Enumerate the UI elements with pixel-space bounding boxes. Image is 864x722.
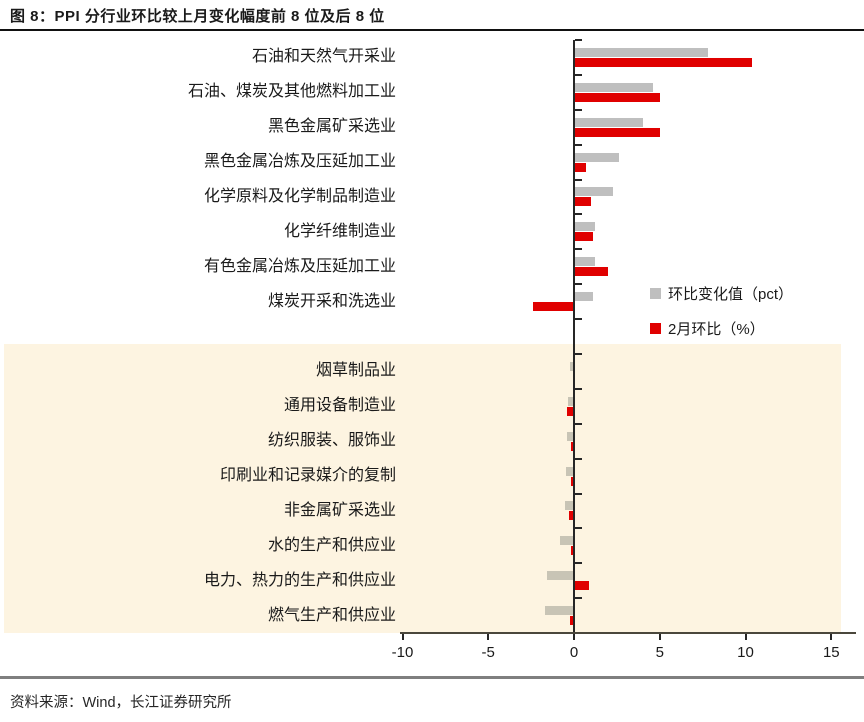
bar-feb-mom — [568, 511, 574, 521]
category-label: 电力、热力的生产和供应业 — [203, 571, 396, 589]
y-axis-tick — [575, 178, 582, 181]
bar-mom-change-value — [566, 466, 574, 476]
y-axis-tick — [575, 422, 582, 425]
bar-feb-mom — [570, 476, 574, 486]
y-axis-line — [573, 40, 575, 633]
bar-feb-mom — [532, 302, 574, 312]
x-axis-tick — [487, 634, 490, 640]
category-label: 黑色金属矿采选业 — [267, 118, 396, 136]
bar-feb-mom — [574, 581, 590, 591]
bar-feb-mom — [570, 546, 574, 556]
category-label: 煤炭开采和洗选业 — [267, 292, 396, 310]
y-axis-tick — [575, 562, 582, 565]
bar-mom-change-value — [574, 257, 595, 267]
category-label: 石油和天然气开采业 — [251, 48, 396, 66]
y-axis-tick — [575, 457, 582, 460]
x-axis-tick — [744, 634, 747, 640]
source-note: 资料来源：Wind，长江证券研究所 — [10, 695, 232, 711]
legend-item-feb-mom: 2月环比（%） — [650, 318, 793, 338]
category-label: 化学纤维制造业 — [283, 222, 396, 240]
y-axis-tick — [575, 39, 582, 41]
bar-feb-mom — [574, 127, 660, 137]
bar-feb-mom — [574, 232, 593, 242]
category-label: 石油、煤炭及其他燃料加工业 — [187, 83, 396, 101]
bar-mom-change-value — [560, 536, 574, 546]
bar-feb-mom — [574, 267, 609, 277]
bar-mom-change-value — [544, 606, 574, 616]
chart-title: 图 8：PPI 分行业环比较上月变化幅度前 8 位及后 8 位 — [10, 8, 385, 25]
bar-mom-change-value — [564, 501, 574, 511]
legend-item-mom-change-value: 环比变化值（pct） — [650, 283, 793, 303]
x-tick-label: 10 — [737, 644, 754, 661]
y-axis-tick — [575, 387, 582, 390]
bar-mom-change-value — [574, 117, 643, 127]
footer-divider — [0, 676, 864, 679]
legend-label-red: 2月环比（%） — [668, 320, 765, 338]
bar-feb-mom — [574, 57, 753, 67]
bar-feb-mom — [574, 92, 660, 102]
category-label: 燃气生产和供应业 — [267, 606, 396, 624]
legend-label-gray: 环比变化值（pct） — [668, 285, 794, 303]
x-tick-label: 5 — [655, 644, 664, 661]
bottom8-highlight-band — [4, 344, 841, 633]
y-axis-tick — [575, 108, 582, 111]
x-tick-label: 15 — [822, 644, 840, 661]
bar-mom-change-value — [568, 396, 574, 406]
category-label: 水的生产和供应业 — [267, 536, 396, 554]
y-axis-tick — [575, 352, 582, 355]
category-label: 黑色金属冶炼及压延加工业 — [203, 153, 396, 171]
bar-mom-change-value — [574, 292, 593, 302]
category-label: 印刷业和记录媒介的复制 — [219, 467, 396, 485]
bar-feb-mom — [569, 616, 574, 626]
bar-mom-change-value — [574, 187, 613, 197]
y-axis-tick — [575, 492, 582, 495]
x-axis-tick — [658, 634, 661, 640]
x-tick-label: -10 — [391, 644, 414, 661]
y-axis-tick — [575, 248, 582, 251]
bar-feb-mom — [571, 441, 574, 451]
bar-mom-change-value — [567, 431, 574, 441]
category-label: 通用设备制造业 — [283, 397, 396, 415]
y-axis-tick — [575, 73, 582, 76]
y-axis-tick — [575, 318, 582, 321]
y-axis-tick — [575, 597, 582, 600]
x-axis-tick — [573, 634, 575, 640]
x-axis-tick — [830, 634, 833, 640]
x-tick-label: -5 — [481, 644, 495, 661]
legend-swatch-gray — [650, 287, 661, 299]
bar-mom-change-value — [574, 47, 708, 57]
bar-mom-change-value — [546, 571, 574, 581]
bar-feb-mom — [567, 406, 574, 416]
y-axis-tick — [575, 143, 582, 146]
x-axis-line — [400, 632, 856, 634]
y-axis-tick — [575, 283, 582, 286]
bar-mom-change-value — [569, 361, 574, 371]
y-axis-tick — [575, 213, 582, 216]
bar-mom-change-value — [574, 222, 595, 232]
category-label: 烟草制品业 — [315, 362, 396, 380]
y-axis-tick — [575, 527, 582, 530]
legend: 环比变化值（pct） 2月环比（%） — [650, 283, 793, 353]
title-underline — [0, 29, 864, 31]
bar-mom-change-value — [574, 82, 653, 92]
bar-feb-mom — [574, 197, 592, 207]
x-axis-tick — [401, 634, 404, 640]
category-label: 纺织服装、服饰业 — [267, 432, 396, 450]
category-label: 有色金属冶炼及压延加工业 — [203, 257, 396, 275]
bar-feb-mom — [574, 162, 586, 172]
legend-swatch-red — [650, 322, 661, 334]
x-tick-label: 0 — [569, 644, 579, 661]
category-label: 化学原料及化学制品制造业 — [203, 187, 396, 205]
bar-mom-change-value — [574, 152, 619, 162]
category-label: 非金属矿采选业 — [283, 501, 396, 519]
